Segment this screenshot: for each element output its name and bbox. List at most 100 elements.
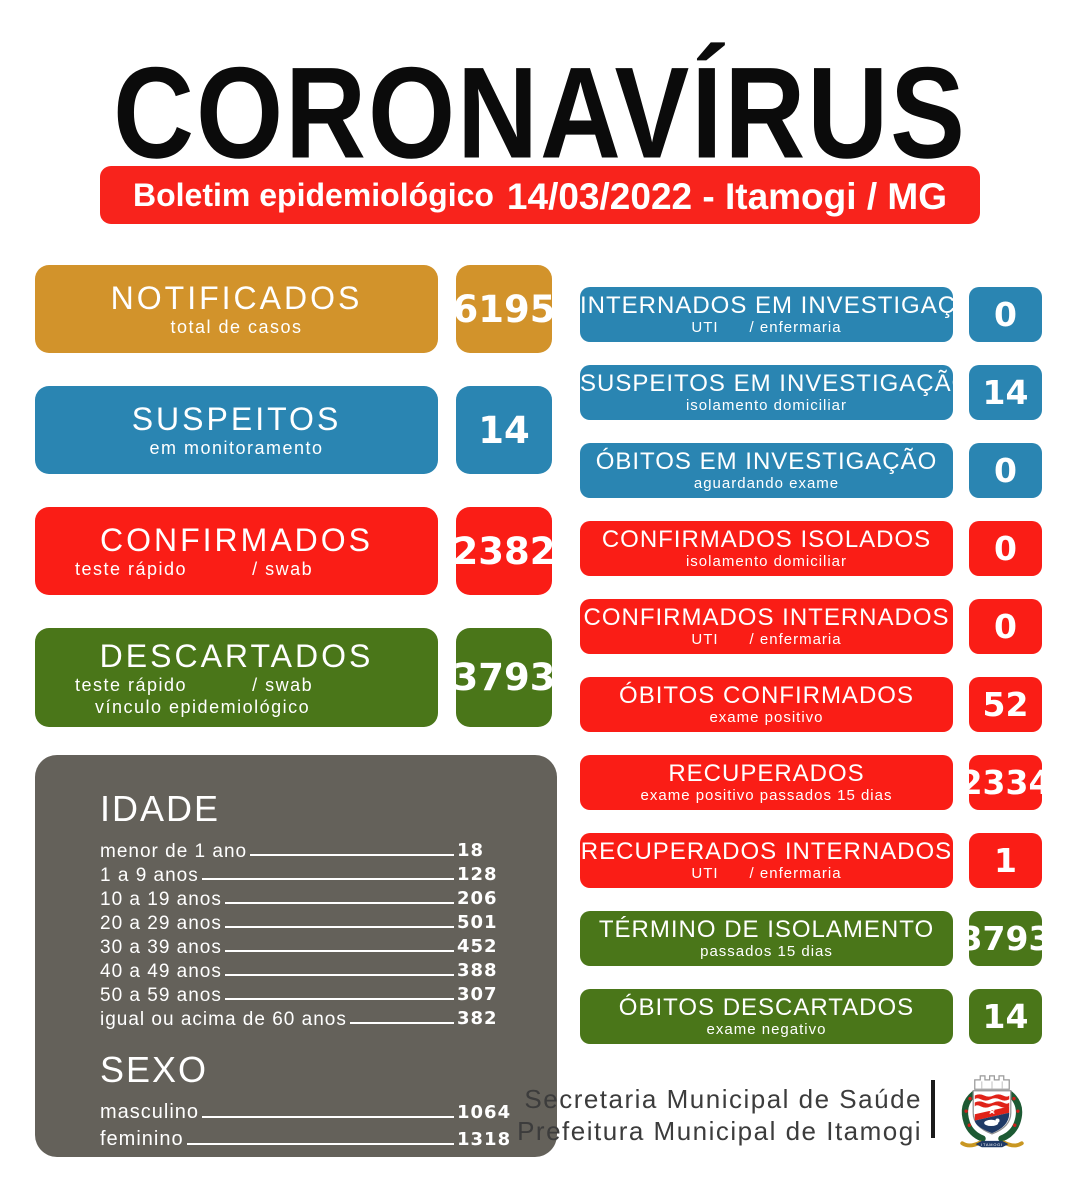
idade-value: 382: [457, 1008, 498, 1029]
card-value: 0: [969, 287, 1042, 342]
idade-value: 307: [457, 984, 498, 1005]
card-label-descartados: DESCARTADOS teste rápido / swab vínculo …: [35, 628, 438, 727]
sexo-value: 1318: [457, 1129, 512, 1150]
idade-row: 30 a 39 anos 452: [100, 936, 507, 958]
footer-signature: Secretaria Municipal de Saúde Prefeitura…: [0, 1083, 922, 1147]
card-label-suspeitos: SUSPEITOS em monitoramento: [35, 386, 438, 474]
card-subtitle: UTI / enfermaria: [691, 631, 842, 648]
summary-card-notificados: NOTIFICADOS total de casos 6195: [35, 265, 557, 353]
card-title: TÉRMINO DE ISOLAMENTO: [598, 916, 935, 943]
leader-line: [224, 902, 454, 904]
card-subtitle: isolamento domiciliar: [685, 397, 848, 414]
leader-line: [224, 998, 454, 1000]
detail-card-obitos-investigacao: ÓBITOS EM INVESTIGAÇÃO aguardando exame …: [580, 443, 1042, 498]
detail-card-termino-isolamento: TÉRMINO DE ISOLAMENTO passados 15 dias 3…: [580, 911, 1051, 966]
idade-row: 50 a 59 anos 307: [100, 984, 507, 1006]
idade-row: 20 a 29 anos 501: [100, 912, 507, 934]
detail-card-internados-investigacao: INTERNADOS EM INVESTIGAÇÃO UTI / enferma…: [580, 287, 1042, 342]
footer-line-1: Secretaria Municipal de Saúde: [524, 1084, 922, 1114]
card-value: 0: [969, 521, 1042, 576]
card-title: ÓBITOS EM INVESTIGAÇÃO: [595, 448, 938, 475]
detail-card-suspeitos-investigacao: SUSPEITOS EM INVESTIGAÇÃO isolamento dom…: [580, 365, 1042, 420]
card-title: ÓBITOS DESCARTADOS: [618, 994, 915, 1021]
card-value: 2334: [960, 755, 1051, 810]
leader-line: [250, 854, 454, 856]
idade-value: 452: [457, 936, 498, 957]
idade-label: menor de 1 ano: [100, 841, 248, 862]
card-label: SUSPEITOS EM INVESTIGAÇÃO isolamento dom…: [580, 365, 972, 420]
card-label-notificados: NOTIFICADOS total de casos: [35, 265, 438, 353]
card-subtitle-2: vínculo epidemiológico: [95, 696, 311, 717]
idade-row: menor de 1 ano 18: [100, 840, 507, 862]
card-label: ÓBITOS DESCARTADOS exame negativo: [580, 989, 953, 1044]
card-value: 0: [969, 599, 1042, 654]
idade-value: 18: [457, 840, 485, 861]
card-subtitle: exame positivo passados 15 dias: [640, 787, 893, 804]
card-label: ÓBITOS EM INVESTIGAÇÃO aguardando exame: [580, 443, 953, 498]
footer-line-2: Prefeitura Municipal de Itamogi: [517, 1116, 922, 1146]
card-label: RECUPERADOS exame positivo passados 15 d…: [580, 755, 953, 810]
card-subtitle: teste rápido / swab: [75, 674, 314, 695]
card-value: 14: [969, 989, 1042, 1044]
card-subtitle: isolamento domiciliar: [685, 553, 848, 570]
card-subtitle: total de casos: [170, 317, 303, 337]
idade-label: 20 a 29 anos: [100, 913, 222, 934]
idade-heading: IDADE: [100, 788, 221, 829]
detail-card-recuperados-internados: RECUPERADOS INTERNADOS UTI / enfermaria …: [580, 833, 1042, 888]
idade-label: 40 a 49 anos: [100, 961, 222, 982]
idade-label: igual ou acima de 60 anos: [100, 1009, 347, 1030]
idade-label: 50 a 59 anos: [100, 985, 222, 1006]
card-title: CONFIRMADOS INTERNADOS: [583, 604, 950, 631]
idade-row: igual ou acima de 60 anos 382: [100, 1008, 507, 1030]
card-value-confirmados: 2382: [453, 507, 556, 595]
card-value: 52: [969, 677, 1042, 732]
card-label: RECUPERADOS INTERNADOS UTI / enfermaria: [580, 833, 953, 888]
summary-column: NOTIFICADOS total de casos 6195 SUSPEITO…: [35, 265, 557, 760]
card-subtitle: exame positivo: [709, 709, 824, 726]
card-subtitle: passados 15 dias: [700, 943, 833, 960]
idade-row: 40 a 49 anos 388: [100, 961, 507, 982]
leader-line: [201, 878, 454, 880]
card-subtitle: UTI / enfermaria: [691, 865, 842, 882]
card-title: NOTIFICADOS: [110, 280, 363, 316]
banner: Boletim epidemiológico 14/03/2022 - Itam…: [100, 166, 980, 224]
card-value: 1: [969, 833, 1042, 888]
idade-row: 1 a 9 anos 128: [100, 866, 507, 886]
sexo-row: feminino 1318: [100, 1129, 512, 1150]
card-label: INTERNADOS EM INVESTIGAÇÃO UTI / enferma…: [580, 287, 992, 342]
crest-banner-text: ITAMOGI: [981, 1142, 1003, 1147]
detail-card-recuperados: RECUPERADOS exame positivo passados 15 d…: [580, 755, 1051, 810]
leader-line: [224, 974, 454, 976]
card-value: 3793: [960, 911, 1051, 966]
card-subtitle: UTI / enfermaria: [691, 319, 842, 336]
leader-line: [224, 926, 454, 928]
itamogi-coat-of-arms-icon: ITAMOGI: [960, 1075, 1024, 1148]
card-subtitle: exame negativo: [706, 1021, 827, 1038]
card-label: CONFIRMADOS INTERNADOS UTI / enfermaria: [580, 599, 953, 654]
card-value-descartados: 3793: [453, 628, 556, 727]
leader-line: [186, 1143, 454, 1145]
card-value-suspeitos: 14: [456, 386, 552, 474]
detail-card-obitos-descartados: ÓBITOS DESCARTADOS exame negativo 14: [580, 989, 1042, 1044]
card-title: SUSPEITOS EM INVESTIGAÇÃO: [580, 370, 972, 397]
idade-label: 10 a 19 anos: [100, 889, 222, 910]
card-label: ÓBITOS CONFIRMADOS exame positivo: [580, 677, 953, 732]
card-value: 0: [969, 443, 1042, 498]
card-title: ÓBITOS CONFIRMADOS: [619, 682, 914, 709]
idade-value: 501: [457, 912, 498, 933]
leader-line: [224, 950, 454, 952]
demographics-card: IDADE menor de 1 ano 18 1 a 9 anos 128 1…: [35, 755, 557, 1157]
detail-column: INTERNADOS EM INVESTIGAÇÃO UTI / enferma…: [580, 287, 1051, 1067]
banner-date-place: 14/03/2022 - Itamogi / MG: [506, 176, 947, 217]
sexo-row: masculino 1064: [100, 1102, 510, 1122]
card-label-confirmados: CONFIRMADOS teste rápido / swab: [35, 507, 438, 595]
summary-card-confirmados: CONFIRMADOS teste rápido / swab 2382: [35, 507, 557, 595]
card-title: DESCARTADOS: [99, 637, 374, 674]
card-title: CONFIRMADOS ISOLADOS: [601, 526, 932, 553]
idade-label: 30 a 39 anos: [100, 937, 222, 958]
detail-card-confirmados-internados: CONFIRMADOS INTERNADOS UTI / enfermaria …: [580, 599, 1042, 654]
page-title: CORONAVÍRUS: [113, 40, 967, 186]
summary-card-suspeitos: SUSPEITOS em monitoramento 14: [35, 386, 557, 474]
idade-value: 206: [457, 888, 498, 909]
